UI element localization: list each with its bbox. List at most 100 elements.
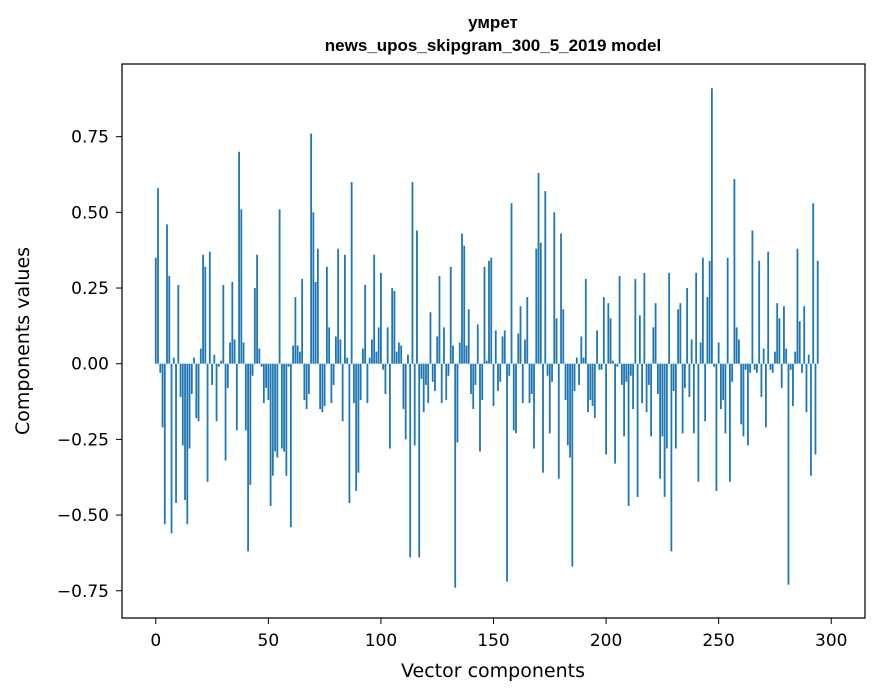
- bar-2: [159, 363, 162, 373]
- bar-70: [312, 212, 315, 364]
- bar-133: [454, 363, 457, 588]
- x-tick-label: 300: [815, 631, 847, 651]
- bar-153: [499, 363, 502, 382]
- bar-246: [708, 260, 711, 364]
- bar-274: [771, 363, 774, 373]
- bar-179: [557, 363, 560, 479]
- bar-20: [199, 348, 202, 364]
- bar-222: [654, 303, 657, 364]
- bar-192: [587, 363, 589, 413]
- bar-194: [591, 363, 594, 407]
- bar-213: [634, 278, 637, 364]
- bar-117: [418, 363, 421, 558]
- bar-265: [751, 230, 754, 364]
- bar-25: [211, 363, 213, 385]
- bar-267: [756, 363, 758, 373]
- bar-286: [798, 321, 801, 364]
- bar-247: [711, 88, 713, 364]
- bar-87: [350, 182, 353, 364]
- bar-103: [386, 327, 389, 364]
- bar-190: [582, 357, 585, 364]
- bar-157: [508, 363, 511, 376]
- bar-137: [463, 245, 466, 364]
- bar-215: [638, 315, 641, 364]
- chart-subtitle: news_upos_skipgram_300_5_2019 model: [325, 36, 661, 55]
- bar-177: [553, 212, 556, 364]
- bar-284: [794, 351, 797, 364]
- y-axis-label: Components values: [12, 247, 34, 435]
- bar-233: [679, 303, 682, 364]
- bar-148: [488, 260, 490, 364]
- bar-154: [501, 336, 504, 364]
- bar-191: [584, 278, 587, 364]
- bar-48: [262, 363, 265, 404]
- bar-290: [807, 354, 810, 364]
- bar-242: [699, 342, 702, 364]
- bar-85: [346, 357, 349, 364]
- plot-frame: [121, 63, 866, 619]
- bar-92: [362, 348, 364, 364]
- bar-65: [301, 278, 304, 364]
- bar-104: [389, 363, 391, 449]
- bar-240: [695, 272, 698, 364]
- bar-17: [193, 357, 195, 364]
- bar-196: [596, 330, 598, 364]
- bar-253: [724, 363, 727, 434]
- bar-241: [697, 363, 700, 482]
- bar-263: [747, 363, 749, 446]
- bar-278: [780, 363, 783, 388]
- bar-162: [519, 306, 522, 364]
- bar-288: [803, 306, 806, 364]
- bar-130: [447, 363, 450, 376]
- bar-52: [271, 363, 274, 476]
- x-tick-label: 150: [477, 631, 509, 651]
- bar-118: [420, 363, 423, 379]
- bar-256: [731, 363, 734, 382]
- bar-216: [641, 363, 643, 404]
- y-tick-label: 0.75: [71, 128, 109, 148]
- bar-89: [355, 363, 358, 491]
- bar-27: [215, 363, 218, 422]
- bar-262: [744, 363, 747, 370]
- bar-100: [380, 272, 382, 364]
- bar-173: [544, 191, 547, 364]
- bar-268: [758, 260, 761, 364]
- bar-243: [701, 257, 704, 364]
- bar-19: [197, 363, 200, 422]
- bar-161: [517, 333, 520, 364]
- bar-239: [692, 363, 695, 434]
- bar-201: [607, 303, 610, 364]
- bar-217: [643, 272, 646, 364]
- bar-176: [551, 363, 553, 382]
- bar-0: [154, 257, 157, 364]
- bar-61: [292, 345, 295, 364]
- bar-123: [431, 363, 434, 382]
- bar-142: [474, 363, 477, 385]
- bar-138: [465, 345, 468, 364]
- bar-149: [490, 257, 493, 364]
- bar-50: [267, 363, 270, 401]
- bar-106: [393, 291, 396, 364]
- bar-67: [305, 363, 308, 410]
- bar-36: [235, 363, 238, 431]
- bar-16: [190, 363, 193, 394]
- bar-82: [339, 339, 342, 364]
- bar-208: [623, 363, 625, 437]
- bar-248: [713, 363, 716, 367]
- bar-249: [715, 363, 718, 491]
- bar-169: [535, 248, 538, 364]
- bar-59: [287, 363, 290, 367]
- bar-292: [812, 203, 815, 364]
- bar-261: [742, 363, 745, 437]
- bar-58: [285, 363, 288, 476]
- bar-72: [316, 248, 319, 364]
- bar-97: [373, 254, 376, 364]
- bar-12: [181, 363, 184, 446]
- bar-282: [789, 363, 792, 370]
- bar-131: [449, 266, 452, 364]
- bar-226: [663, 363, 666, 497]
- bar-68: [307, 363, 310, 394]
- bar-237: [688, 363, 691, 397]
- bar-221: [652, 327, 655, 364]
- bar-287: [801, 363, 803, 373]
